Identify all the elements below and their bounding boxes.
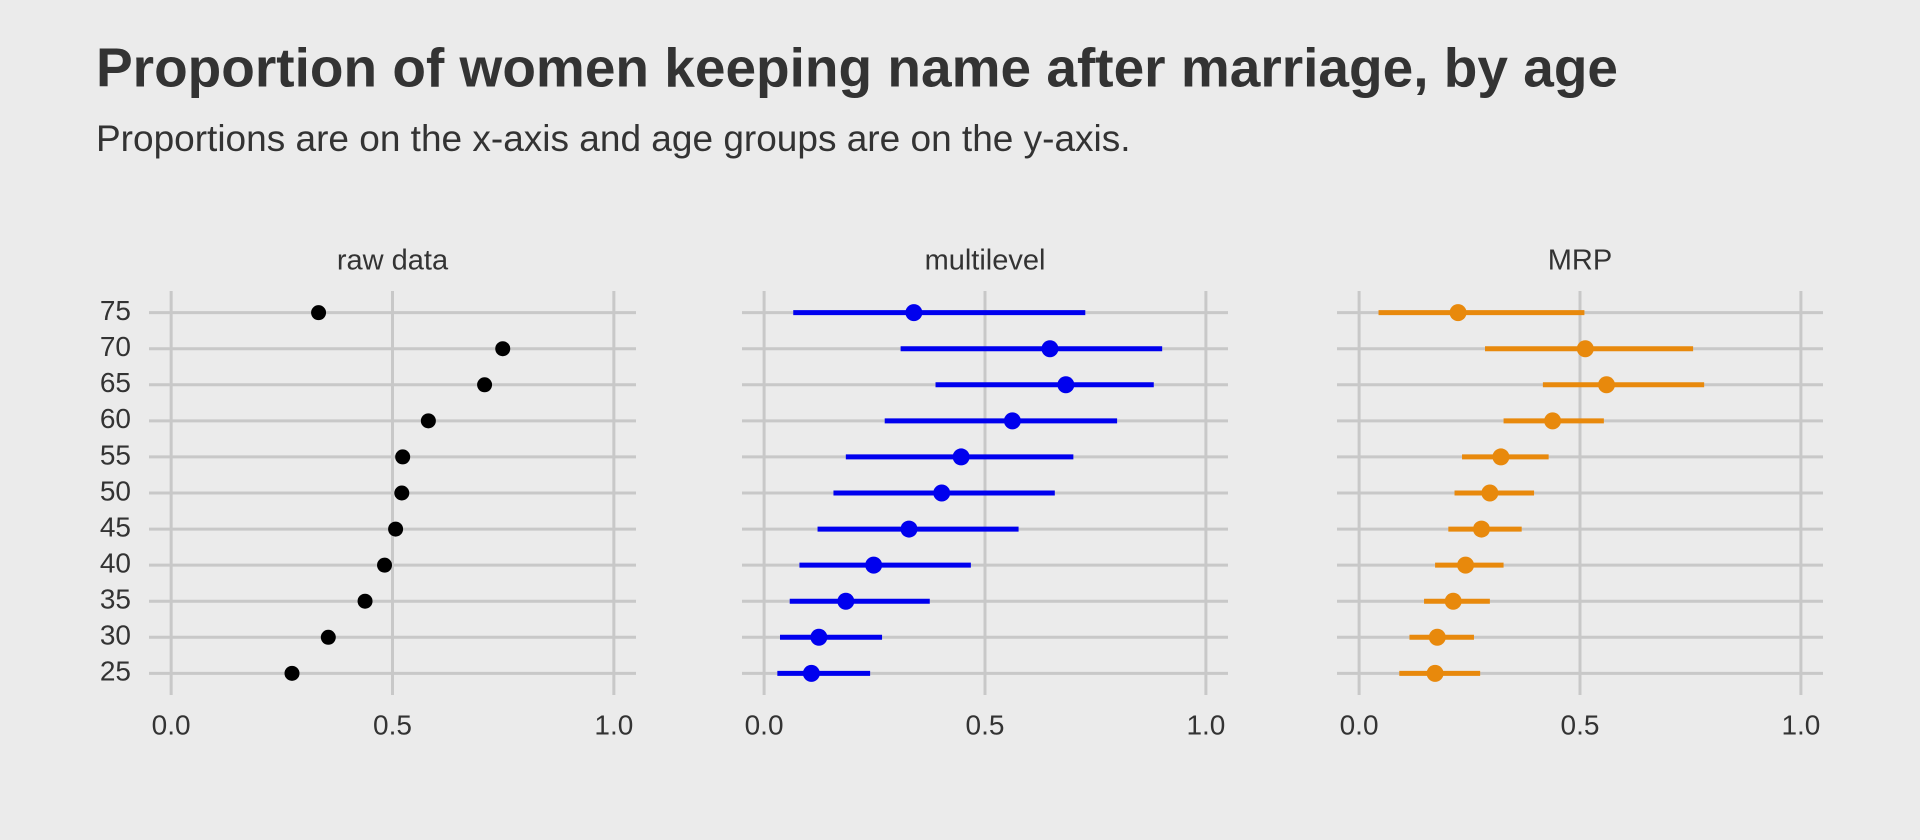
point (377, 557, 393, 573)
point (1598, 376, 1616, 394)
point (394, 485, 410, 501)
panel-title: multilevel (925, 245, 1046, 277)
y-tick-label: 25 (100, 656, 131, 687)
chart-title: Proportion of women keeping name after m… (96, 37, 1618, 99)
point (1057, 376, 1075, 394)
point (388, 521, 404, 537)
x-tick-label: 0.5 (966, 709, 1005, 740)
chart-subtitle: Proportions are on the x-axis and age gr… (96, 118, 1131, 159)
point (1481, 484, 1499, 502)
panel-title: MRP (1548, 245, 1612, 277)
point (1041, 340, 1059, 358)
point (1544, 412, 1562, 430)
point (810, 628, 828, 646)
y-tick-label: 55 (100, 439, 131, 470)
point (1444, 592, 1462, 610)
point (1492, 448, 1510, 466)
point (1003, 412, 1021, 430)
x-tick-label: 0.0 (1340, 709, 1379, 740)
point (1449, 304, 1467, 322)
y-tick-label: 60 (100, 403, 131, 434)
y-tick-label: 40 (100, 548, 131, 579)
x-tick-label: 0.0 (745, 709, 784, 740)
y-tick-label: 65 (100, 367, 131, 398)
point (395, 449, 411, 465)
y-tick-label: 50 (100, 475, 131, 506)
point (320, 629, 336, 645)
x-tick-label: 0.5 (1561, 709, 1600, 740)
point (284, 665, 300, 681)
point (420, 413, 436, 429)
point (802, 664, 820, 682)
y-tick-label: 70 (100, 331, 131, 362)
point (357, 593, 373, 609)
point (1472, 520, 1490, 538)
point (837, 592, 855, 610)
y-tick-label: 30 (100, 620, 131, 651)
point (1457, 556, 1475, 574)
point (477, 377, 493, 393)
point (905, 304, 923, 322)
x-tick-label: 1.0 (1186, 709, 1225, 740)
x-tick-label: 1.0 (594, 709, 633, 740)
y-tick-label: 35 (100, 584, 131, 615)
point (311, 305, 327, 321)
point (865, 556, 883, 574)
y-tick-label: 45 (100, 511, 131, 542)
point (1576, 340, 1594, 358)
y-tick-label: 75 (100, 295, 131, 326)
point (900, 520, 918, 538)
x-tick-label: 1.0 (1781, 709, 1820, 740)
point (933, 484, 951, 502)
x-tick-label: 0.5 (373, 709, 412, 740)
panel-title: raw data (337, 245, 449, 277)
point (1426, 664, 1444, 682)
point (952, 448, 970, 466)
x-tick-label: 0.0 (152, 709, 191, 740)
point (495, 341, 511, 357)
point (1428, 628, 1446, 646)
